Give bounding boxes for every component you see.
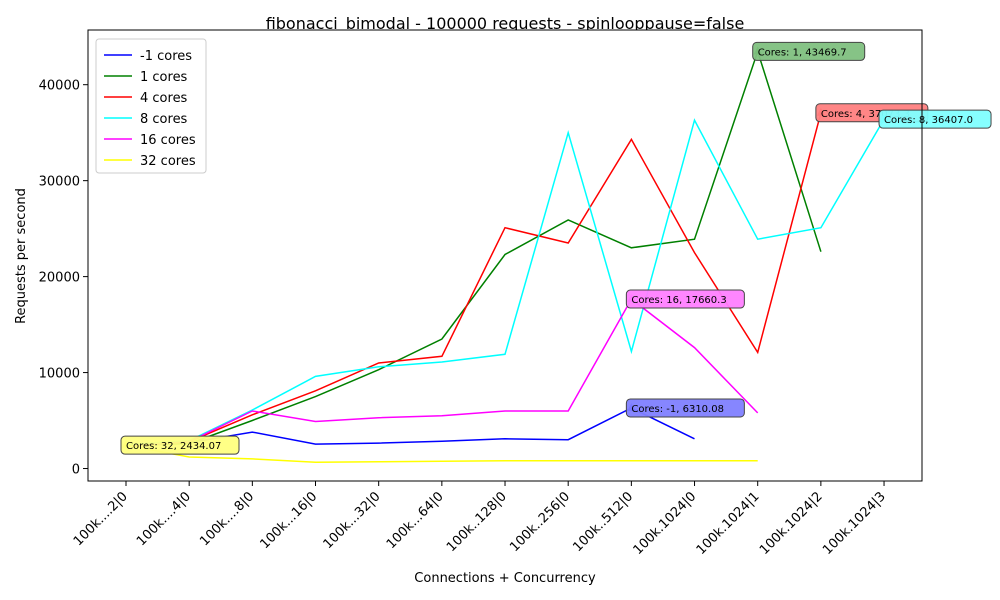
x-tick-label: 100k..512|0 xyxy=(570,489,636,555)
annotation-label: Cores: 16, 17660.3 xyxy=(631,295,726,306)
annotation-label: Cores: 32, 2434.07 xyxy=(126,441,221,452)
x-tick-label: 100k.1024|1 xyxy=(694,489,763,558)
legend-label: 8 cores xyxy=(140,112,188,127)
y-tick-label: 40000 xyxy=(39,79,80,94)
plot-lines xyxy=(125,48,885,464)
series-line-16-cores xyxy=(125,297,759,448)
annotations: Cores: -1, 6310.08 Cores: 1, 43469.7 Cores… xyxy=(120,41,992,455)
x-tick-label: 100k....8|0 xyxy=(197,489,257,549)
x-tick-label: 100k...32|0 xyxy=(321,489,384,552)
y-axis-label: Requests per second xyxy=(14,188,29,324)
legend-label: 1 cores xyxy=(140,70,188,85)
legend-label: 4 cores xyxy=(140,91,188,106)
x-tick-label: 100k....2|0 xyxy=(71,489,131,549)
legend-label: 32 cores xyxy=(140,154,196,169)
annotation-label: Cores: 8, 36407.0 xyxy=(884,115,973,126)
legend-label: -1 cores xyxy=(140,49,192,64)
annotation-box xyxy=(752,41,866,61)
x-tick-label: 100k...64|0 xyxy=(384,489,447,552)
annotation-label: Cores: 1, 43469.7 xyxy=(758,47,847,58)
y-tick-label: 20000 xyxy=(39,271,80,286)
y-tick-label: 30000 xyxy=(39,175,80,190)
annotation-box xyxy=(120,435,240,455)
chart-title: fibonacci_bimodal - 100000 requests - sp… xyxy=(266,14,745,34)
x-tick-label: 100k.1024|2 xyxy=(757,489,826,558)
legend: -1 cores 1 cores 4 cores 8 cores 16 cores 32 … xyxy=(95,38,207,174)
y-tick-label: 10000 xyxy=(39,367,80,382)
annotation-label: Cores: 4, 37073.3 xyxy=(821,109,910,120)
y-tick-label: 0 xyxy=(72,463,80,478)
series-line-8-cores xyxy=(125,118,885,446)
x-tick-label: 100k....4|0 xyxy=(134,489,194,549)
annotation-label: Cores: -1, 6310.08 xyxy=(631,404,724,415)
annotation-box xyxy=(625,398,745,418)
x-tick-label: 100k.1024|0 xyxy=(631,489,700,558)
annotation-box xyxy=(878,109,992,129)
annotation-box xyxy=(625,289,745,309)
x-tick-label: 100k..128|0 xyxy=(444,489,510,555)
x-axis-label: Connections + Concurrency xyxy=(414,571,596,586)
plot-frame xyxy=(87,29,923,482)
series-line-32-cores xyxy=(125,444,758,464)
series-line-4-cores xyxy=(125,112,822,446)
x-tick-label: 100k...16|0 xyxy=(257,489,320,552)
series-line-1-cores xyxy=(125,48,822,447)
legend-label: 16 cores xyxy=(140,133,196,148)
x-tick-label: 100k..256|0 xyxy=(507,489,573,555)
x-tick-label: 100k.1024|3 xyxy=(820,489,889,558)
